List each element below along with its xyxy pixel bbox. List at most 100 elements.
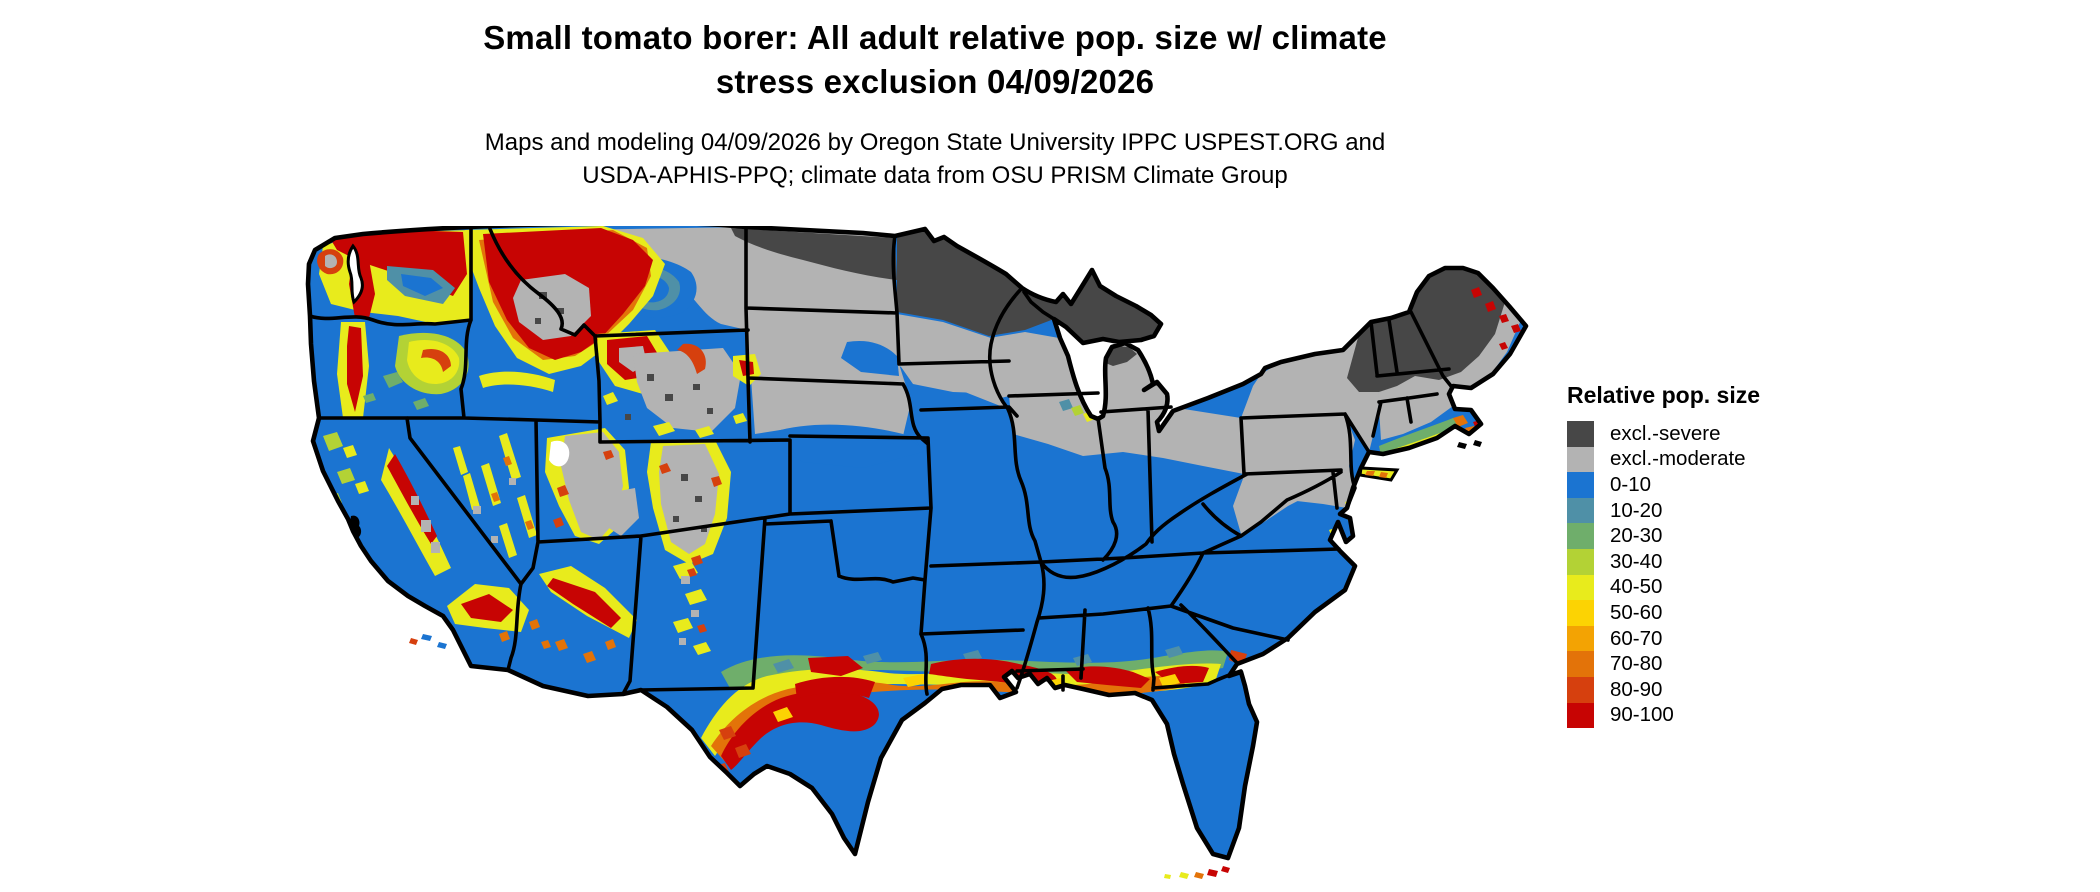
region-excl-severe-minnesota-wisconsin-up xyxy=(897,229,1161,343)
legend-label: 60-70 xyxy=(1610,626,1663,650)
legend-item: 80-90 xyxy=(1567,676,1867,703)
legend-label: 10-20 xyxy=(1610,498,1663,522)
legend-swatch xyxy=(1567,574,1594,601)
legend-swatch xyxy=(1567,497,1594,524)
region-south-band-teal-specks xyxy=(773,646,1183,673)
region-columbia-basin-blue xyxy=(401,274,443,296)
region-excl-moderate-ohio-valley xyxy=(1009,393,1244,474)
map-title-line2: stress exclusion 04/09/2026 xyxy=(715,63,1155,100)
region-oregon-cascades-red xyxy=(347,326,363,412)
legend-swatch xyxy=(1567,421,1594,447)
legend-swatch xyxy=(1567,523,1594,549)
region-idaho-dark-specks xyxy=(535,292,564,324)
florida-keys xyxy=(1164,872,1189,879)
region-texas-red-north xyxy=(795,656,875,699)
us-outline xyxy=(305,226,1529,861)
region-arizona-rim-red xyxy=(547,578,621,628)
legend-swatch xyxy=(1567,676,1594,703)
us-map-svg xyxy=(305,226,1529,879)
us-map xyxy=(303,226,1532,884)
legend-label: 50-60 xyxy=(1610,600,1663,624)
region-seoregon-specks xyxy=(363,372,429,410)
legend-item: 60-70 xyxy=(1567,625,1867,652)
legend-swatch xyxy=(1567,625,1594,652)
legend-item: 10-20 xyxy=(1567,497,1867,524)
header: Small tomato borer: All adult relative p… xyxy=(0,16,1870,192)
region-blue-hole-sdakota xyxy=(841,340,899,376)
legend-label: excl.-severe xyxy=(1610,421,1721,445)
puget-sound xyxy=(346,243,364,305)
legend-item: 70-80 xyxy=(1567,651,1867,677)
region-excl-severe-ndakota xyxy=(731,228,897,280)
region-lakemi-south-green xyxy=(1071,405,1084,416)
region-snake-fringe xyxy=(479,371,555,392)
legend-label: 80-90 xyxy=(1610,677,1663,701)
region-neoregon-yellow xyxy=(407,339,460,384)
region-olympics-core xyxy=(325,254,337,269)
region-socal-red xyxy=(461,594,513,622)
legend-swatch xyxy=(1567,472,1594,498)
region-neoregon-red-arc xyxy=(421,348,451,372)
legend-label: 20-30 xyxy=(1610,524,1663,548)
region-excl-moderate-wv-patch xyxy=(1233,476,1315,534)
region-norcal-yellow-specks xyxy=(343,445,369,494)
region-nevada-gray-specks xyxy=(473,478,516,543)
region-excl-moderate-newyork xyxy=(1241,322,1379,452)
raster-regions xyxy=(317,226,1521,775)
region-maine-coast-red xyxy=(1471,287,1521,350)
legend-swatch xyxy=(1567,548,1594,575)
region-sierra-gray-core xyxy=(411,496,440,553)
legend-label: 0-10 xyxy=(1610,472,1652,496)
region-sarizona-orange-specks xyxy=(555,639,616,663)
map-subtitle-line1: Maps and modeling 04/09/2026 by Oregon S… xyxy=(484,129,1386,156)
region-excl-moderate-plains xyxy=(565,227,911,436)
state-borders xyxy=(308,226,1453,696)
legend-label: 70-80 xyxy=(1610,652,1663,676)
legend-rows: excl.-severe excl.-moderate 0-10 10-20 2… xyxy=(1567,421,1867,729)
legend-title: Relative pop. size xyxy=(1567,382,1761,408)
legend-swatch xyxy=(1567,600,1594,626)
legend-item: 50-60 xyxy=(1567,600,1867,626)
legend-swatch xyxy=(1567,702,1594,729)
sf-bay xyxy=(350,515,362,538)
cape-islands xyxy=(1457,440,1482,449)
region-wyoming-gray-mtns xyxy=(633,348,741,432)
map-subtitle-line2: USDA-APHIS-PPQ; climate data from OSU PR… xyxy=(582,162,1288,189)
great-salt-lake xyxy=(549,440,570,467)
region-nevada-orange-specks xyxy=(491,456,534,530)
legend-item: 90-100 xyxy=(1567,702,1867,729)
region-norcal-coastrange-green xyxy=(323,432,355,507)
region-alabama-red-core xyxy=(1065,666,1150,688)
region-newmexico-red-specks xyxy=(687,568,707,633)
legend-label: excl.-moderate xyxy=(1610,447,1746,471)
legend: Relative pop. size excl.-severe excl.-mo… xyxy=(1567,382,1867,729)
region-seutah-gray xyxy=(603,488,639,536)
legend-item: excl.-severe xyxy=(1567,421,1867,447)
florida-keys-red xyxy=(1207,866,1230,877)
legend-item: 0-10 xyxy=(1567,472,1867,498)
legend-label: 30-40 xyxy=(1610,549,1663,573)
region-lakemi-south-teal xyxy=(1059,399,1105,414)
legend-label: 90-100 xyxy=(1610,703,1674,727)
channel-islands xyxy=(421,634,447,649)
legend-item: 40-50 xyxy=(1567,574,1867,601)
region-bighorn-red xyxy=(677,343,706,374)
region-wyoming-dark-specks xyxy=(625,374,713,420)
legend-swatch xyxy=(1567,446,1594,473)
region-excl-severe-northeast xyxy=(1347,268,1505,392)
region-necoast-green xyxy=(1379,418,1461,456)
florida-keys-orange xyxy=(1194,872,1204,879)
legend-item: 30-40 xyxy=(1567,548,1867,575)
region-newmexico-spine-yellow xyxy=(673,561,711,655)
legend-item: 20-30 xyxy=(1567,523,1867,549)
legend-label: 40-50 xyxy=(1610,575,1663,599)
legend-swatch xyxy=(1567,651,1594,677)
map-title-line1: Small tomato borer: All adult relative p… xyxy=(483,19,1387,56)
region-texas-red-core xyxy=(721,690,879,770)
channel-islands-red-dot xyxy=(409,638,418,645)
legend-item: excl.-moderate xyxy=(1567,446,1867,473)
long-island xyxy=(1358,466,1400,482)
region-newmexico-gray-specks xyxy=(679,576,699,645)
region-socal-orange-specks xyxy=(499,619,551,649)
